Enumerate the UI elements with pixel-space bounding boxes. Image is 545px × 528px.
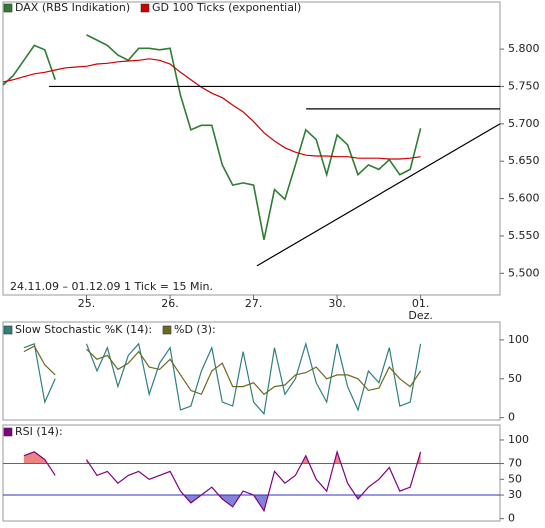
y-tick-label: 0: [508, 411, 515, 424]
legend-label: GD 100 Ticks (exponential): [152, 1, 301, 14]
legend-swatch: [140, 3, 150, 13]
series-line: [2, 58, 421, 160]
rsi-zone-fill: [23, 451, 421, 464]
legend-swatch: [162, 325, 172, 335]
rsi-zone-fill: [23, 495, 421, 511]
panel-frame: [2, 424, 501, 522]
series-line: [2, 34, 422, 240]
x-tick-label: 27.: [245, 297, 263, 310]
legend-label: Slow Stochastic %K (14):: [15, 323, 152, 336]
x-tick-label: 01.: [412, 297, 430, 310]
y-tick-label: 0: [508, 512, 515, 525]
legend-label: RSI (14):: [15, 425, 63, 438]
y-tick-label: 5.600: [508, 192, 540, 205]
y-tick-label: 5.750: [508, 79, 540, 92]
panel-frame: [2, 321, 501, 421]
series-line: [23, 449, 422, 513]
series-line: [23, 341, 422, 416]
y-tick-label: 70: [508, 457, 522, 470]
x-tick-label: 25.: [78, 297, 96, 310]
y-tick-label: 5.800: [508, 42, 540, 55]
y-tick-label: 30: [508, 488, 522, 501]
x-tick-label: 30.: [328, 297, 346, 310]
legend-label: DAX (RBS Indikation): [15, 1, 130, 14]
legend-swatch: [3, 325, 13, 335]
legend-swatch: [3, 3, 13, 13]
y-tick-label: 100: [508, 333, 529, 346]
y-tick-label: 100: [508, 433, 529, 446]
legend-swatch: [3, 427, 13, 437]
panel-frame: [2, 1, 501, 296]
legend-label: %D (3):: [174, 323, 216, 336]
annotation: 24.11.09 – 01.12.09 1 Tick = 15 Min.: [10, 280, 213, 293]
y-tick-label: 50: [508, 472, 522, 485]
x-tick-label: 26.: [161, 297, 179, 310]
trend-line: [256, 123, 501, 267]
y-tick-label: 5.700: [508, 117, 540, 130]
y-tick-label: 5.650: [508, 154, 540, 167]
y-tick-label: 5.550: [508, 229, 540, 242]
y-tick-label: 50: [508, 372, 522, 385]
y-tick-label: 5.500: [508, 266, 540, 279]
x-sublabel: Dez.: [408, 309, 433, 322]
series-line: [23, 345, 422, 396]
